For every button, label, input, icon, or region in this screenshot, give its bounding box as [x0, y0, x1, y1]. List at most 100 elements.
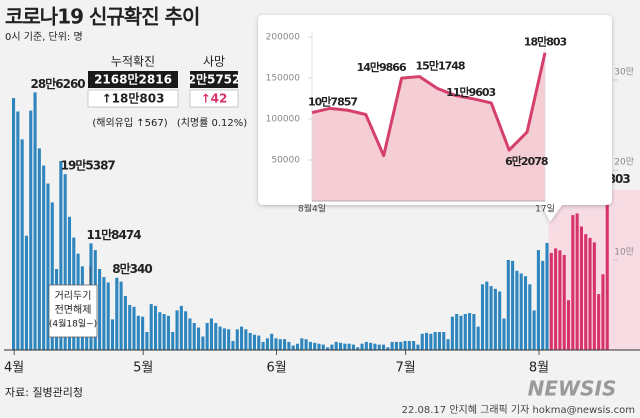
stat-box [87, 89, 179, 108]
bar [338, 342, 343, 350]
stat-change: ↑18만803 [102, 91, 165, 106]
annotation: 거리두기 [55, 290, 92, 302]
bar [214, 323, 218, 350]
bar [420, 333, 424, 350]
bar [579, 226, 583, 350]
bar [308, 341, 312, 350]
bar [240, 326, 244, 350]
bar [257, 335, 261, 350]
bar [373, 343, 377, 350]
value-label: 18만803 [524, 35, 567, 49]
line [311, 52, 547, 158]
bar [549, 252, 553, 350]
bar [59, 161, 63, 350]
bar [412, 341, 416, 350]
bar [205, 323, 209, 350]
subtitle: 0시 기준, 단위: 명 [5, 30, 83, 43]
bar [196, 327, 201, 350]
bar [463, 314, 467, 350]
bar [12, 98, 16, 350]
bar [162, 314, 166, 350]
value-label: 14만9866 [357, 60, 407, 74]
bar [459, 315, 463, 350]
bar [132, 306, 136, 350]
bar [20, 139, 24, 350]
y-tick-label: 200000 [266, 33, 301, 43]
stat-label: 사망 [203, 55, 225, 69]
bar [343, 343, 347, 350]
bar [261, 341, 265, 350]
bar [67, 216, 72, 350]
bar [498, 291, 502, 350]
x-tick-label: 5월 [133, 361, 153, 376]
value-label: 8만340 [112, 261, 152, 276]
bar [313, 342, 317, 350]
y-tick-label: 150000 [266, 74, 301, 84]
bar [201, 336, 205, 350]
bar [588, 237, 592, 350]
bar [33, 92, 37, 350]
bar [287, 341, 291, 350]
bar [347, 343, 351, 350]
bar [394, 341, 398, 350]
bar [390, 341, 394, 350]
bar [575, 213, 579, 350]
bar [50, 202, 54, 350]
stat-total: 2168만2816 [94, 72, 172, 87]
bar [24, 235, 29, 350]
x-tick-label: 8월 [529, 361, 549, 376]
bar [300, 338, 304, 350]
value-label: 6만2078 [505, 154, 548, 168]
bar [597, 294, 601, 350]
bar [485, 281, 489, 350]
bar [493, 288, 497, 350]
bar [515, 270, 519, 350]
bar [472, 314, 476, 350]
bar [601, 274, 605, 350]
credit: 22.08.17 안지혜 그래픽 기자 hokma@newsis.com [402, 404, 635, 416]
bar [562, 255, 566, 350]
bar [153, 305, 158, 350]
y-tick-label: 50000 [271, 156, 300, 166]
bar [110, 319, 115, 350]
area [312, 52, 545, 201]
bar [321, 344, 325, 350]
bar [115, 277, 119, 350]
bar [244, 329, 248, 350]
x-tick-label: 4월 [4, 361, 24, 376]
bar [566, 300, 571, 350]
bar [437, 332, 442, 350]
bar [188, 318, 192, 350]
y-tick-label: 30만 [614, 67, 634, 78]
bar [141, 316, 145, 350]
bar [304, 339, 308, 350]
value-label: 19만5387 [61, 158, 116, 173]
bar [46, 183, 50, 350]
bar [227, 329, 231, 350]
stat-box [88, 71, 178, 88]
main-chart: 10만 20만 30만 4월 28만6260 19만5387 11만8474 8만340 5월 6… [4, 67, 640, 376]
stat-change: ↑42 [201, 92, 228, 106]
bar [291, 345, 295, 350]
bar [123, 296, 127, 350]
x-tick-label: 6월 [266, 361, 286, 376]
bar [42, 165, 46, 350]
bar [209, 318, 213, 350]
bar [248, 332, 252, 350]
bar [218, 326, 222, 350]
bar [326, 347, 330, 350]
bar [592, 242, 596, 350]
inset-chart: 50000 100000 150000 200000 8월4일 17일 10만7857 14만… [266, 31, 568, 215]
bar [119, 281, 123, 350]
bar [231, 341, 235, 350]
bar [274, 338, 278, 350]
bar [489, 286, 493, 350]
bar [158, 312, 162, 350]
bar [128, 305, 132, 350]
bar [166, 315, 170, 350]
bar [442, 332, 446, 350]
bar [351, 344, 355, 350]
bar [519, 273, 523, 350]
value-label: 11만8474 [86, 227, 141, 242]
